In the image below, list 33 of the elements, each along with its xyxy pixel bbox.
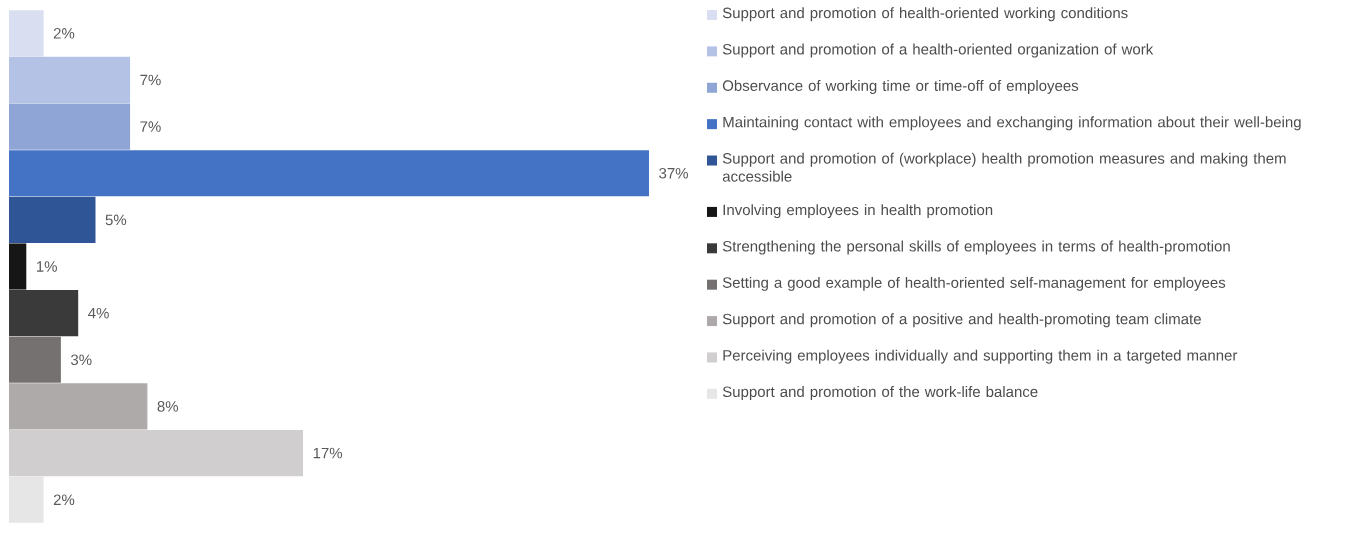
bar (9, 476, 44, 523)
legend-label: Support and promotion of (workplace) health promotion measures and making them accessible (722, 152, 1286, 182)
legend-label: Involving employees in health promotion (723, 204, 993, 219)
data-label: 3% (70, 354, 92, 366)
legend-label: Support and promotion of health-oriented working conditions (722, 7, 1128, 22)
legend-label: Support and promotion of the work-life balance (722, 386, 1038, 401)
bar (9, 429, 304, 477)
legend-label: Setting a good example of health-oriented self-management for employees (722, 276, 1226, 291)
legend-label: Observance of working time or time-off of employees (722, 79, 1079, 94)
data-label: 7% (140, 121, 161, 132)
data-label: 7% (140, 74, 161, 86)
data-label: 4% (88, 307, 109, 319)
bar (9, 290, 79, 337)
bar (9, 103, 131, 150)
bar (9, 243, 27, 290)
bar (9, 56, 131, 104)
legend-label: Perceiving employees individually and supporting them in a targeted manner (723, 349, 1238, 364)
data-label: 1% (36, 261, 57, 272)
legend-label: Support and promotion of a health-oriented organization of work (722, 43, 1154, 58)
legend-label: Maintaining contact with employees and exchanging information about their well-being (723, 116, 1301, 131)
bar (9, 10, 44, 57)
data-label: 17% (313, 447, 343, 459)
legend-label: Strengthening the personal skills of employees in terms of health-promotion (722, 240, 1230, 255)
legend-label: Support and promotion of a positive and health-promoting team climate (722, 313, 1201, 328)
data-label: 2% (53, 28, 75, 39)
data-label: 2% (53, 494, 75, 505)
bar (9, 383, 148, 430)
bar (9, 196, 96, 243)
data-label: 37% (659, 167, 688, 179)
data-label: 5% (105, 214, 127, 226)
bar (9, 336, 61, 383)
bar (9, 150, 649, 197)
data-label: 8% (157, 401, 179, 412)
